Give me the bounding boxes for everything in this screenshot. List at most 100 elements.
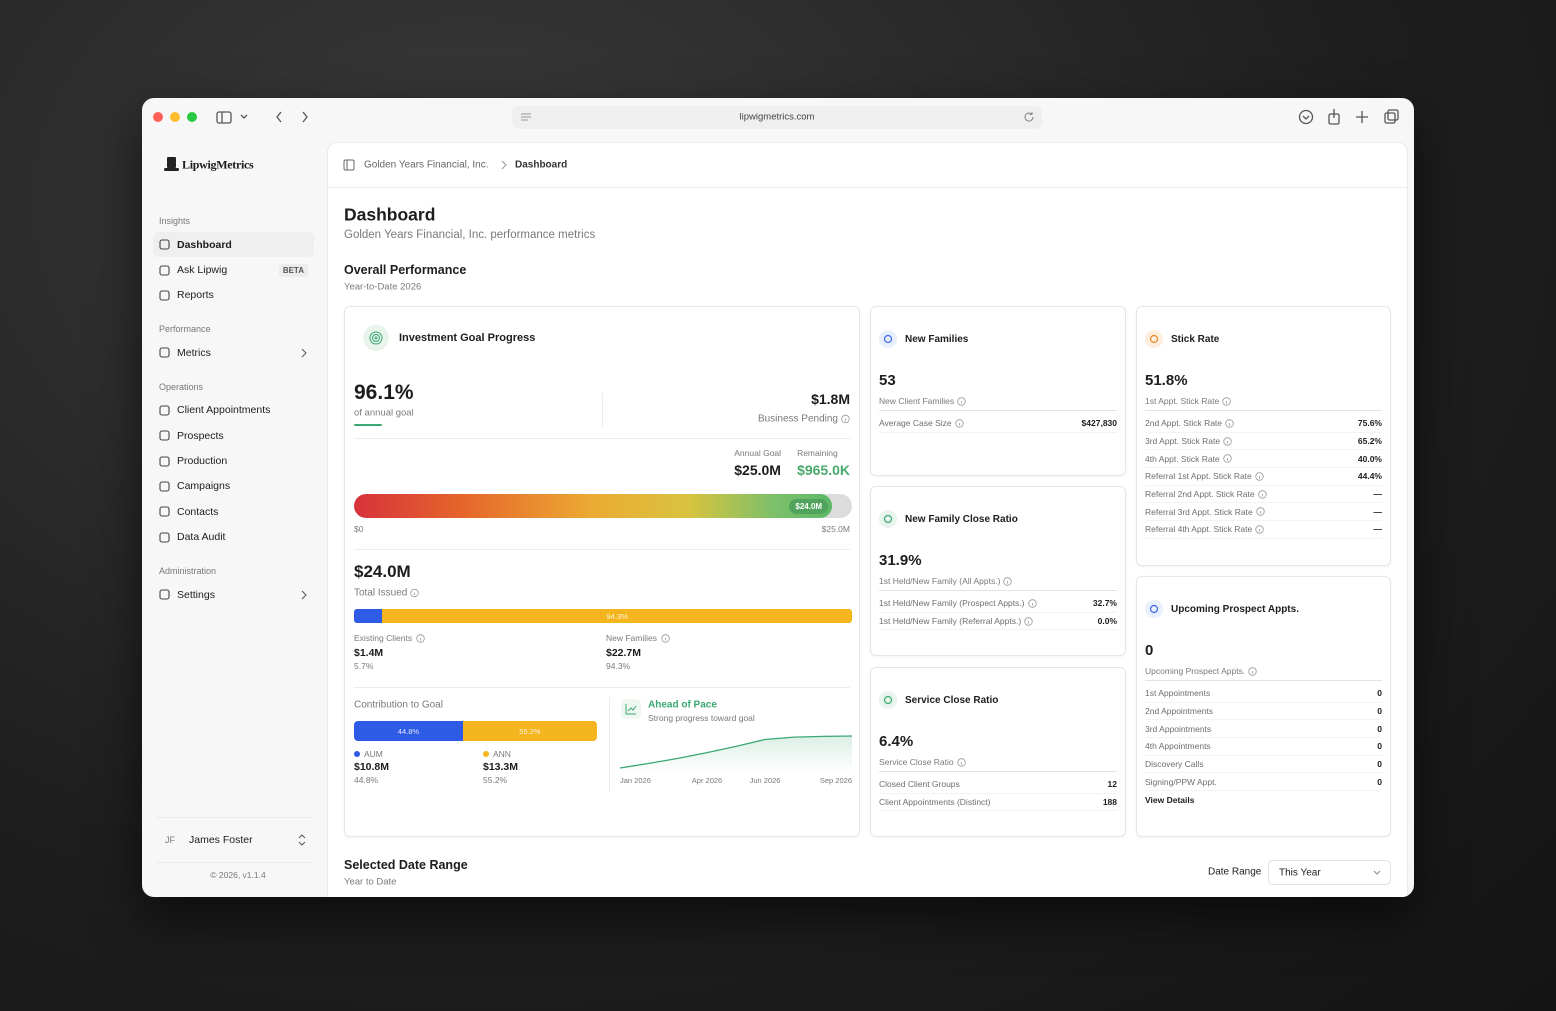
metric-row: Closed Client Groups 12 [879, 776, 1117, 794]
metric-row: 1st Held/New Family (Referral Appts.) 0.0… [879, 613, 1117, 631]
legend-name: AUM [354, 749, 383, 759]
x-tick-label: Apr 2026 [692, 776, 722, 785]
legend-name-text: Existing Clients [354, 633, 413, 643]
row-label: Client Appointments (Distinct) [879, 797, 991, 807]
info-circle [1024, 616, 1033, 626]
decoration [369, 331, 383, 345]
goal-summary: Annual Goal $25.0M Remaining $965.0K [734, 448, 850, 478]
section-subtitle: Year to Date [344, 876, 397, 888]
row-label: Referral 2nd Appt. Stick Rate [1145, 489, 1267, 499]
metric-row: 2nd Appt. Stick Rate 75.6% [1145, 415, 1382, 433]
row-value: — [1373, 489, 1383, 500]
pending-amount: $1.8M [811, 391, 850, 407]
card-icon [879, 330, 897, 348]
address-bar[interactable] [512, 106, 1042, 129]
row-label-text: Signing/PPW Appt. [1145, 776, 1217, 787]
bar-segment: 94.3% [382, 609, 852, 623]
decoration [1373, 870, 1381, 875]
nav-icon-shape [159, 430, 170, 441]
nav-item[interactable]: Client Appointments [153, 398, 314, 423]
card-value: 0 [1145, 642, 1154, 659]
row-value: — [1373, 506, 1383, 517]
decoration [627, 705, 637, 712]
section-title: Selected Date Range [344, 858, 468, 872]
nav-item[interactable]: Dashboard [153, 232, 314, 258]
card-title: Investment Goal Progress [399, 332, 536, 344]
nav-item[interactable]: Reports [153, 283, 314, 308]
pace-subtitle: Strong progress toward goal [648, 713, 755, 723]
date-range-select[interactable]: This Year [1268, 860, 1391, 885]
view-details-link[interactable]: View Details [1145, 795, 1195, 806]
card-icon-glyph [883, 695, 893, 705]
nav-item[interactable]: Ask Lipwig BETA [153, 257, 314, 282]
legend-name-text: New Families [606, 633, 658, 643]
nav-badge: BETA [278, 263, 308, 277]
row-label: 1st Appointments [1145, 688, 1210, 698]
row-label-text: 4th Appt. Stick Rate [1145, 453, 1220, 464]
metric-row: Client Appointments (Distinct) 188 [879, 794, 1117, 812]
card-header: New Family Close Ratio [871, 487, 1125, 551]
nav-item[interactable]: Prospects [153, 423, 314, 448]
legend-name-text: AUM [364, 749, 383, 759]
decoration [372, 334, 380, 342]
section-title: Overall Performance [344, 263, 467, 277]
info-icon [1027, 599, 1037, 608]
goal-caption: of annual goal [354, 407, 414, 419]
decoration [1024, 112, 1034, 122]
decoration [298, 834, 306, 839]
nav-icon-shape [159, 532, 170, 543]
nav-section-title: Performance [159, 324, 211, 335]
breadcrumb-separator [501, 160, 507, 170]
annual-goal-value: $25.0M [734, 462, 781, 478]
nav-item[interactable]: Contacts [153, 499, 314, 524]
metric-row: 1st Appointments 0 [1145, 685, 1382, 703]
total-issued: $24.0M [354, 562, 411, 581]
nav-item[interactable]: Campaigns [153, 474, 314, 499]
info-circle [416, 633, 425, 643]
row-label: 2nd Appt. Stick Rate [1145, 418, 1234, 428]
nav-item[interactable]: Data Audit [153, 525, 314, 550]
decoration [167, 157, 176, 168]
decoration [216, 109, 1399, 125]
decoration [343, 159, 355, 171]
card-title: New Family Close Ratio [905, 513, 1018, 525]
metric-row: Referral 1st Appt. Stick Rate 44.4% [1145, 468, 1382, 486]
info-icon [956, 757, 966, 767]
divider [602, 393, 603, 427]
nav-item[interactable]: Metrics [153, 340, 314, 365]
row-value: 12 [1107, 779, 1117, 790]
nav-item[interactable]: Production [153, 448, 314, 473]
info-circle [1003, 576, 1013, 586]
metric-row: Discovery Calls 0 [1145, 756, 1382, 774]
decoration [1302, 115, 1310, 120]
card-header: Service Close Ratio [871, 668, 1125, 732]
row-value: 44.4% [1357, 471, 1382, 482]
bar-segment-label: 55.2% [519, 726, 541, 736]
user-name[interactable]: James Foster [189, 834, 253, 846]
row-label-text: Referral 1st Appt. Stick Rate [1145, 471, 1252, 482]
row-label-text: 1st Appointments [1145, 688, 1211, 699]
row-label-text: 3rd Appointments [1145, 723, 1212, 734]
legend-amount: $10.8M [354, 761, 390, 773]
decoration [501, 160, 507, 170]
row-label: 1st Held/New Family (Prospect Appts.) [879, 598, 1037, 608]
bar-segment-label: 94.3% [606, 611, 628, 621]
info-circle [661, 633, 670, 643]
legend-share: 5.7% [354, 661, 374, 671]
divider [354, 549, 850, 550]
row-value: 0 [1377, 688, 1382, 699]
metric-rows: 1st Appointments 0 2nd Appointments 0 3rd Ap… [1137, 681, 1390, 792]
nav-icon [159, 265, 170, 276]
nav-item[interactable]: Settings [153, 582, 314, 607]
info-icon [1255, 525, 1264, 534]
nav-label: Metrics [177, 346, 211, 359]
card-icon [879, 510, 897, 528]
service-ratio-card: Service Close Ratio 6.4% Service Close Rat… [870, 667, 1126, 837]
legend-dot [354, 751, 360, 757]
nav-icon-shape [159, 506, 170, 517]
card-icon [363, 325, 389, 351]
breadcrumb-item[interactable]: Golden Years Financial, Inc. [364, 159, 489, 171]
card-header: Stick Rate [1137, 307, 1390, 371]
card-header: New Families [871, 307, 1125, 371]
bar-segment: 55.2% [462, 721, 597, 741]
